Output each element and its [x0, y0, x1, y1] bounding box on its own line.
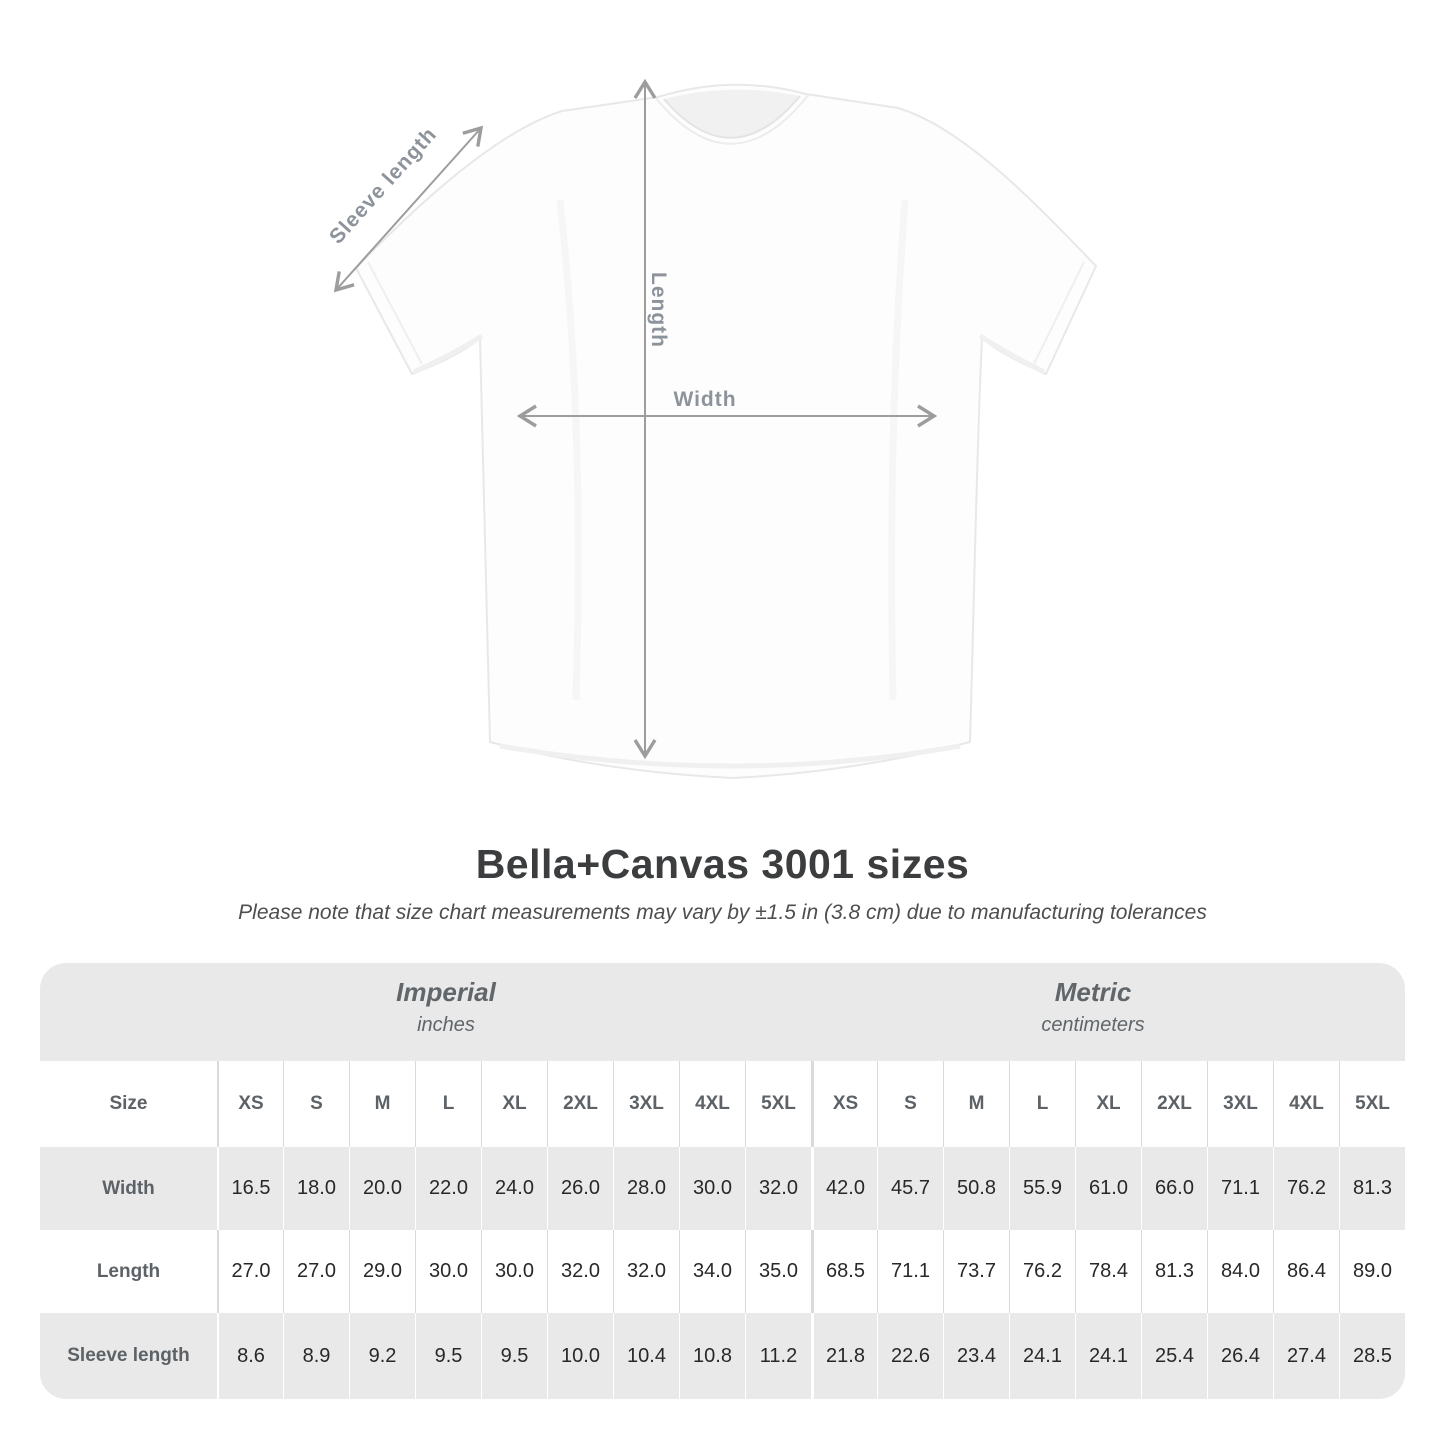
measurement-value: 86.4	[1273, 1230, 1339, 1313]
size-column-header-imperial: L	[415, 1061, 481, 1147]
measurement-value: 23.4	[943, 1313, 1009, 1399]
width-label: Width	[673, 388, 736, 411]
imperial-group-header: Imperial inches	[396, 977, 496, 1038]
width-row: Width 16.5 18.0 20.0 22.0 24.0 26.0 28.0 30.0 32.…	[40, 1147, 1405, 1230]
measurement-value: 26.0	[547, 1147, 613, 1230]
measurement-row-label: Sleeve length	[67, 1345, 190, 1366]
measurement-value: 28.0	[613, 1147, 679, 1230]
size-column-header-metric: 3XL	[1207, 1061, 1273, 1147]
measurement-value: 26.4	[1207, 1313, 1273, 1399]
measurement-value: 81.3	[1141, 1230, 1207, 1313]
measurement-value: 71.1	[1207, 1147, 1273, 1230]
measurement-value: 27.4	[1273, 1313, 1339, 1399]
measurement-value: 42.0	[811, 1147, 877, 1230]
size-column-header-metric: XL	[1075, 1061, 1141, 1147]
measurement-value: 16.5	[217, 1147, 283, 1230]
measurement-value: 73.7	[943, 1230, 1009, 1313]
measurement-value: 61.0	[1075, 1147, 1141, 1230]
size-column-header-metric: L	[1009, 1061, 1075, 1147]
measurement-value: 22.0	[415, 1147, 481, 1230]
tshirt-measurement-diagram: Width Length Sleeve length	[325, 78, 1097, 779]
measurement-value: 9.2	[349, 1313, 415, 1399]
measurement-value: 27.0	[283, 1230, 349, 1313]
size-column-header-metric: S	[877, 1061, 943, 1147]
measurement-value: 24.0	[481, 1147, 547, 1230]
measurement-value: 66.0	[1141, 1147, 1207, 1230]
size-column-header-imperial: 5XL	[745, 1061, 811, 1147]
size-row-label: Size	[109, 1093, 148, 1114]
size-column-header-metric: 5XL	[1339, 1061, 1405, 1147]
size-column-header-metric: 2XL	[1141, 1061, 1207, 1147]
measurement-value: 78.4	[1075, 1230, 1141, 1313]
size-column-header-imperial: 2XL	[547, 1061, 613, 1147]
tshirt-graphic	[355, 83, 1097, 779]
measurement-value: 68.5	[811, 1230, 877, 1313]
measurement-value: 20.0	[349, 1147, 415, 1230]
imperial-group-unit: inches	[417, 1014, 475, 1036]
sleeve-length-row: Sleeve length 8.6 8.9 9.2 9.5 9.5 10.0 10.4 10.8…	[40, 1313, 1405, 1399]
measurement-value: 32.0	[613, 1230, 679, 1313]
measurement-value: 29.0	[349, 1230, 415, 1313]
size-column-header-metric: M	[943, 1061, 1009, 1147]
measurement-value: 8.9	[283, 1313, 349, 1399]
measurement-value: 76.2	[1273, 1147, 1339, 1230]
measurement-value: 32.0	[547, 1230, 613, 1313]
measurement-value: 30.0	[481, 1230, 547, 1313]
length-row: Length 27.0 27.0 29.0 30.0 30.0 32.0 32.0 34.0 35…	[40, 1230, 1405, 1313]
measurement-value: 24.1	[1075, 1313, 1141, 1399]
measurement-value: 9.5	[481, 1313, 547, 1399]
size-column-header-imperial: 4XL	[679, 1061, 745, 1147]
measurement-value: 89.0	[1339, 1230, 1405, 1313]
measurement-value: 84.0	[1207, 1230, 1273, 1313]
unit-group-header-band: Imperial inches Metric centimeters	[40, 963, 1405, 1061]
measurement-value: 50.8	[943, 1147, 1009, 1230]
imperial-group-name: Imperial	[396, 977, 496, 1007]
measurement-value: 81.3	[1339, 1147, 1405, 1230]
measurement-value: 27.0	[217, 1230, 283, 1313]
measurement-value: 10.8	[679, 1313, 745, 1399]
measurement-row-label: Width	[102, 1177, 155, 1199]
size-table: Imperial inches Metric centimeters Size X…	[40, 963, 1405, 1399]
measurement-value: 22.6	[877, 1313, 943, 1399]
measurement-value: 35.0	[745, 1230, 811, 1313]
measurement-value: 34.0	[679, 1230, 745, 1313]
metric-group-unit: centimeters	[1041, 1014, 1145, 1036]
measurement-value: 28.5	[1339, 1313, 1405, 1399]
measurement-value: 9.5	[415, 1313, 481, 1399]
measurement-value: 8.6	[217, 1313, 283, 1399]
measurement-value: 71.1	[877, 1230, 943, 1313]
size-header-row: Size XS S M L XL 2XL 3XL 4XL 5XL XS S M L XL 2XL 3XL 4XL 5…	[40, 1061, 1405, 1147]
metric-group-name: Metric	[1054, 977, 1132, 1007]
measurement-value: 11.2	[745, 1313, 811, 1399]
measurement-value: 25.4	[1141, 1313, 1207, 1399]
measurement-value: 76.2	[1009, 1230, 1075, 1313]
measurement-value: 30.0	[415, 1230, 481, 1313]
measurement-value: 10.0	[547, 1313, 613, 1399]
measurement-value: 24.1	[1009, 1313, 1075, 1399]
tolerance-note: Please note that size chart measurements…	[238, 901, 1207, 924]
sleeve-length-arrow	[333, 125, 484, 293]
measurement-value: 32.0	[745, 1147, 811, 1230]
size-column-header-metric: 4XL	[1273, 1061, 1339, 1147]
measurement-row-label: Length	[96, 1260, 161, 1282]
size-column-header-imperial: S	[283, 1061, 349, 1147]
size-column-header-imperial: XS	[217, 1061, 283, 1147]
size-column-header-imperial: XL	[481, 1061, 547, 1147]
measurement-value: 55.9	[1009, 1147, 1075, 1230]
measurement-value: 18.0	[283, 1147, 349, 1230]
page-title: Bella+Canvas 3001 sizes	[475, 841, 970, 887]
length-label: Length	[647, 272, 670, 348]
measurement-value: 10.4	[613, 1313, 679, 1399]
size-column-header-imperial: 3XL	[613, 1061, 679, 1147]
measurement-value: 45.7	[877, 1147, 943, 1230]
metric-group-header: Metric centimeters	[1041, 977, 1144, 1038]
size-column-header-imperial: M	[349, 1061, 415, 1147]
measurement-value: 21.8	[811, 1313, 877, 1399]
size-column-header-metric: XS	[811, 1061, 877, 1147]
measurement-value: 30.0	[679, 1147, 745, 1230]
